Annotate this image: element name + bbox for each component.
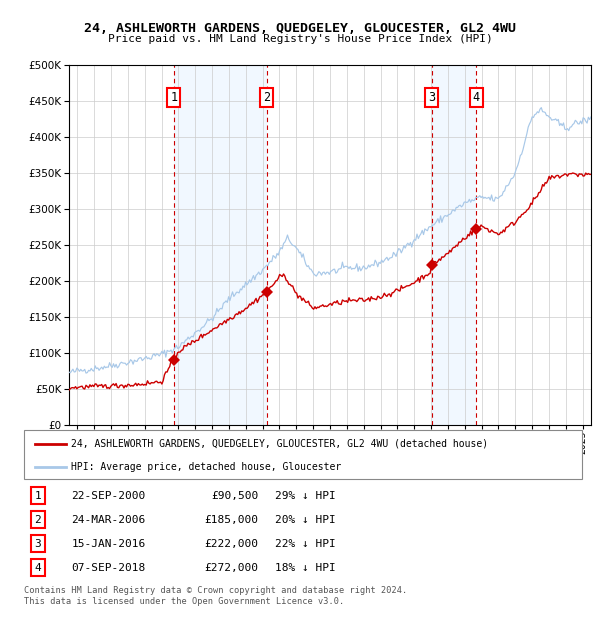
Text: 29% ↓ HPI: 29% ↓ HPI [275, 490, 336, 500]
Text: 07-SEP-2018: 07-SEP-2018 [71, 563, 146, 573]
Text: This data is licensed under the Open Government Licence v3.0.: This data is licensed under the Open Gov… [24, 597, 344, 606]
Text: 24-MAR-2006: 24-MAR-2006 [71, 515, 146, 525]
FancyBboxPatch shape [24, 430, 582, 479]
Text: 22-SEP-2000: 22-SEP-2000 [71, 490, 146, 500]
Text: 2: 2 [263, 91, 270, 104]
Text: 20% ↓ HPI: 20% ↓ HPI [275, 515, 336, 525]
Text: 1: 1 [35, 490, 41, 500]
Text: 15-JAN-2016: 15-JAN-2016 [71, 539, 146, 549]
Text: HPI: Average price, detached house, Gloucester: HPI: Average price, detached house, Glou… [71, 461, 341, 472]
Text: Price paid vs. HM Land Registry's House Price Index (HPI): Price paid vs. HM Land Registry's House … [107, 34, 493, 44]
Text: 24, ASHLEWORTH GARDENS, QUEDGELEY, GLOUCESTER, GL2 4WU: 24, ASHLEWORTH GARDENS, QUEDGELEY, GLOUC… [84, 22, 516, 35]
Bar [432, 65, 476, 425]
Bar [174, 65, 266, 425]
Text: 3: 3 [428, 91, 435, 104]
Text: 22% ↓ HPI: 22% ↓ HPI [275, 539, 336, 549]
Text: 24, ASHLEWORTH GARDENS, QUEDGELEY, GLOUCESTER, GL2 4WU (detached house): 24, ASHLEWORTH GARDENS, QUEDGELEY, GLOUC… [71, 439, 488, 449]
Text: £272,000: £272,000 [205, 563, 259, 573]
Text: 18% ↓ HPI: 18% ↓ HPI [275, 563, 336, 573]
Text: £90,500: £90,500 [211, 490, 259, 500]
Text: 4: 4 [473, 91, 480, 104]
Text: 4: 4 [35, 563, 41, 573]
Text: £185,000: £185,000 [205, 515, 259, 525]
Text: Contains HM Land Registry data © Crown copyright and database right 2024.: Contains HM Land Registry data © Crown c… [24, 586, 407, 595]
Text: £222,000: £222,000 [205, 539, 259, 549]
Text: 1: 1 [170, 91, 178, 104]
Text: 3: 3 [35, 539, 41, 549]
Text: 2: 2 [35, 515, 41, 525]
